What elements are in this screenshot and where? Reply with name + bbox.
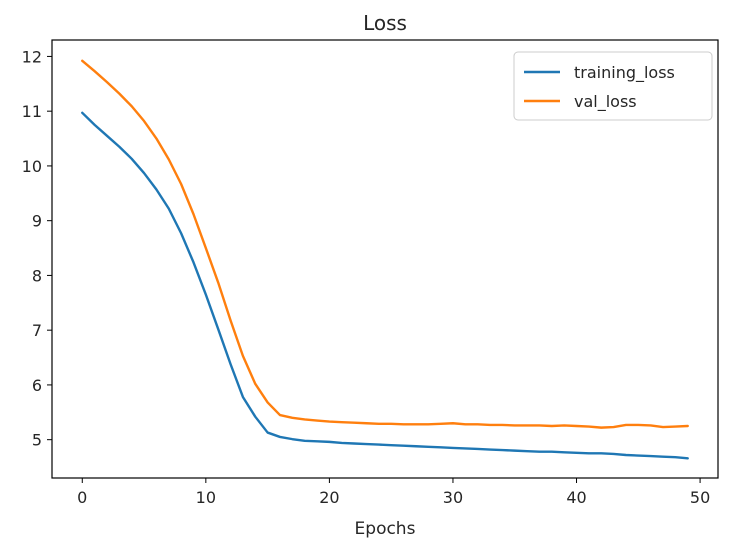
y-tick-label: 7 (32, 321, 42, 340)
y-tick-label: 11 (22, 102, 42, 121)
series-line-training-loss (81, 111, 689, 460)
legend: training_loss val_loss (513, 51, 713, 121)
x-axis-title: Epochs (355, 519, 416, 539)
x-axis: 0 10 20 30 40 50 (77, 478, 710, 507)
x-tick-label: 30 (443, 488, 463, 507)
plot-area (81, 59, 689, 460)
axes-frame (51, 39, 719, 479)
y-axis: 5 6 7 8 9 10 11 12 (22, 47, 52, 450)
chart-title: Loss (363, 11, 407, 35)
y-tick-label: 6 (32, 376, 42, 395)
y-tick-label: 9 (32, 212, 42, 231)
y-tick-label: 12 (22, 47, 42, 66)
x-tick-label: 0 (77, 488, 87, 507)
legend-label-training-loss: training_loss (574, 63, 675, 83)
x-tick-label: 20 (319, 488, 339, 507)
x-tick-label: 50 (690, 488, 710, 507)
series-line-val-loss (81, 59, 689, 429)
legend-box (513, 51, 713, 121)
legend-label-val-loss: val_loss (574, 92, 637, 112)
y-tick-label: 10 (22, 157, 42, 176)
x-tick-label: 40 (566, 488, 586, 507)
y-tick-label: 8 (32, 266, 42, 285)
y-tick-label: 5 (32, 431, 42, 450)
x-tick-label: 10 (196, 488, 216, 507)
